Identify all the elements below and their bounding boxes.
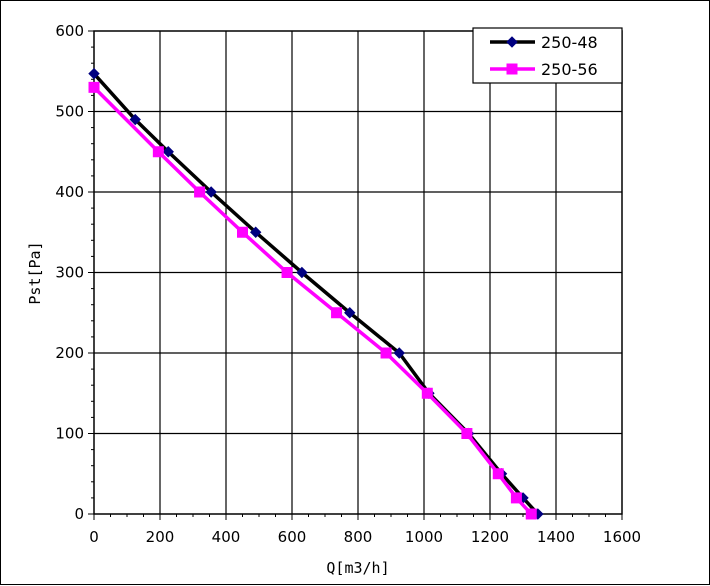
x-tick-label: 1600	[603, 528, 641, 546]
data-point	[510, 492, 522, 504]
x-tick-label: 200	[146, 528, 175, 546]
axes	[88, 30, 623, 520]
data-point	[461, 428, 473, 439]
y-tick-label: 400	[55, 183, 84, 201]
series-250-56	[88, 81, 537, 520]
x-tick-label: 1000	[405, 528, 443, 546]
data-point	[88, 67, 100, 80]
x-tick-label: 800	[344, 528, 373, 546]
data-point	[344, 307, 356, 319]
y-tick-label: 100	[55, 425, 84, 443]
legend-marker	[506, 36, 518, 48]
data-point	[152, 146, 164, 158]
data-point	[296, 266, 308, 279]
x-tick-label: 1400	[537, 528, 575, 546]
data-point	[525, 508, 537, 520]
x-tick-label: 0	[89, 528, 99, 546]
y-tick-label: 600	[55, 22, 84, 40]
data-point	[380, 347, 392, 359]
data-point	[249, 226, 262, 238]
y-tick-label: 500	[55, 103, 84, 121]
data-point	[237, 226, 248, 238]
x-axis-label: Q[m3/h]	[326, 559, 389, 577]
grid-lines	[94, 31, 622, 514]
x-tick-label: 1200	[471, 528, 509, 546]
legend-label: 250-56	[541, 60, 598, 79]
data-point	[129, 113, 141, 126]
legend-label: 250-48	[541, 33, 598, 52]
legend: 250-48 250-56	[472, 27, 623, 84]
y-axis-label: Pst[Pa]	[26, 241, 44, 304]
y-tick-label: 300	[55, 264, 84, 282]
series-lines	[88, 67, 544, 520]
data-point	[421, 387, 433, 399]
legend-marker	[506, 63, 518, 75]
data-point	[281, 267, 293, 278]
data-point	[88, 81, 100, 93]
tick-labels: 0 200 400 600 800 1000 1200 1400 1600 0 100 200 300 4…	[55, 22, 641, 546]
data-point	[194, 186, 206, 198]
y-tick-label: 200	[55, 344, 84, 362]
data-point	[492, 468, 504, 480]
legend-box	[472, 27, 623, 84]
data-point	[162, 146, 174, 158]
x-tick-label: 400	[212, 528, 241, 546]
data-point	[331, 307, 343, 319]
data-point	[393, 347, 405, 359]
y-tick-label: 0	[74, 505, 84, 523]
data-point	[205, 186, 217, 198]
x-tick-label: 600	[278, 528, 307, 546]
